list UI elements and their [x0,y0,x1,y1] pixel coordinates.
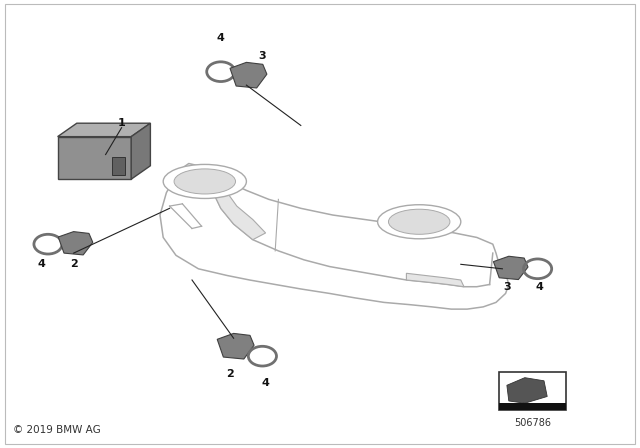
Polygon shape [58,232,93,255]
Text: 3: 3 [504,282,511,292]
Ellipse shape [163,164,246,198]
Polygon shape [58,137,131,179]
Text: 4: 4 [217,33,225,43]
Text: 2: 2 [227,369,234,379]
Polygon shape [214,193,266,240]
Bar [499,403,566,410]
Text: 3: 3 [259,51,266,61]
Ellipse shape [388,209,450,234]
Text: 4: 4 [536,282,543,292]
Polygon shape [406,273,464,287]
Ellipse shape [174,169,236,194]
Polygon shape [131,123,150,179]
Polygon shape [507,378,547,403]
Bar [499,372,566,410]
Text: 4: 4 [262,378,269,388]
Polygon shape [58,123,150,137]
Polygon shape [493,256,528,280]
Polygon shape [230,62,267,88]
Text: 2: 2 [70,259,77,269]
Text: © 2019 BMW AG: © 2019 BMW AG [13,425,100,435]
Polygon shape [217,333,254,359]
Text: 4: 4 [38,259,45,269]
Bar [112,157,125,175]
Text: 1: 1 [118,118,125,128]
Text: 506786: 506786 [515,418,551,428]
Ellipse shape [378,205,461,239]
